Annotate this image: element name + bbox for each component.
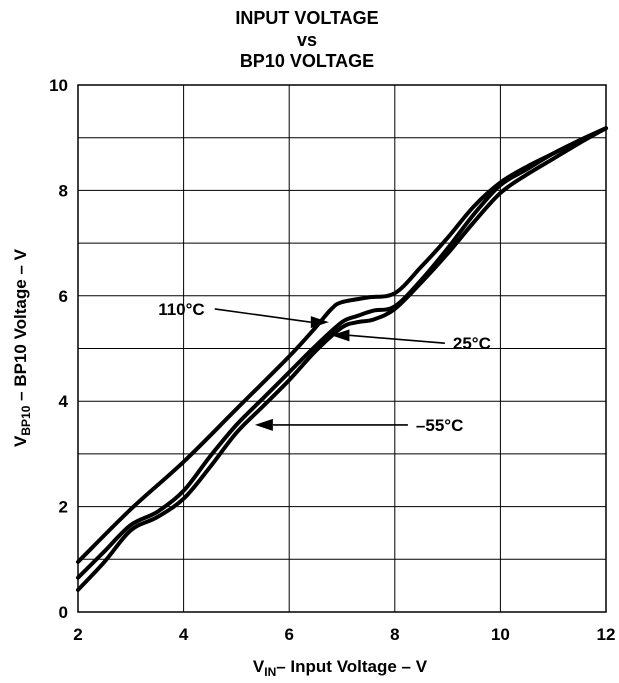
annotation-label: –55°C [416,416,463,435]
chart-title-line-1: INPUT VOLTAGE [235,8,378,28]
annotation-arrow-head [331,329,350,342]
x-axis-label: VIN– Input Voltage – V [253,657,428,679]
x-tick-label: 4 [179,625,189,644]
x-axis-label-rest: – Input Voltage – V [276,657,427,676]
annotation-arrow-line [349,334,445,345]
x-axis-label-main: V [253,657,265,676]
x-tick-label: 6 [284,625,293,644]
annotation-arrow-head [310,316,329,329]
chart-title-line-2: vs [297,30,317,50]
series-curves [76,126,608,592]
annotation-arrow-head [254,418,273,431]
y-axis-label-rest: – BP10 Voltage – V [11,248,30,405]
plot-frame [77,84,607,613]
y-tick-label: 0 [59,603,68,622]
grid [77,84,607,613]
annotation-1: 25°C [331,329,491,353]
annotation-label: 110°C [158,300,205,319]
x-axis-label-sub: IN [264,665,276,679]
annotation-2: –55°C [254,416,463,435]
x-tick-label: 2 [73,625,82,644]
x-tick-label: 10 [491,625,510,644]
y-tick-label: 6 [59,287,68,306]
annotation-label: 25°C [453,334,491,353]
y-tick-labels: 0 2 4 6 8 10 [49,76,68,622]
annotation-0: 110°C [158,300,329,329]
x-tick-labels: 2 4 6 8 10 12 [73,625,615,644]
y-tick-label: 8 [59,181,68,200]
annotation-arrow-line [214,308,311,323]
series-line-1 [76,126,608,580]
x-tick-label: 8 [390,625,399,644]
x-tick-label: 12 [597,625,616,644]
series-line-2 [76,126,608,592]
y-tick-label: 4 [59,392,69,411]
y-tick-label: 2 [59,498,68,517]
chart-title: INPUT VOLTAGE vs BP10 VOLTAGE [235,8,378,71]
y-axis-label-sub: BP10 [19,405,33,435]
y-tick-label: 10 [49,76,68,95]
chart-title-line-3: BP10 VOLTAGE [240,51,374,71]
y-axis-label-main: V [11,435,30,447]
annotations: 110°C 25°C –55°C [158,300,491,435]
series-line-0 [76,126,608,564]
y-axis-label: VBP10 – BP10 Voltage – V [11,248,33,447]
